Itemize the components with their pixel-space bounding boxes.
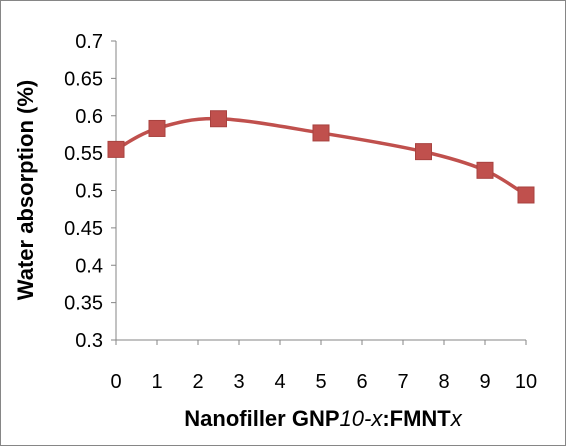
data-point: [148, 119, 166, 137]
y-tick-label: 0.7: [75, 31, 103, 53]
x-tick-labels: 0 1 2 3 4 5 6 7 8 9 10: [110, 371, 537, 393]
x-tick-label: 6: [356, 371, 367, 393]
axes: [111, 40, 527, 345]
x-tick-label: 10: [515, 371, 537, 393]
data-point: [415, 143, 432, 161]
y-tick-label: 0.3: [75, 330, 103, 352]
x-tick-label: 2: [192, 371, 203, 393]
data-point: [210, 110, 227, 128]
data-point: [107, 140, 125, 158]
x-tick-label: 5: [315, 371, 326, 393]
x-tick-label: 9: [479, 371, 490, 393]
y-tick-label: 0.4: [75, 255, 103, 277]
x-tick-label: 8: [438, 371, 449, 393]
data-point: [312, 124, 330, 142]
x-tick-label: 3: [233, 371, 244, 393]
x-tick-label: 1: [151, 371, 162, 393]
x-axis-title: Nanofiller GNP10-x:FMNTx: [184, 406, 462, 431]
data-point: [476, 161, 494, 179]
y-axis-title: Water absorption (%): [13, 80, 38, 300]
y-tick-label: 0.65: [64, 68, 103, 90]
y-tick-label: 0.55: [64, 143, 103, 165]
y-tick-label: 0.35: [64, 293, 103, 315]
x-tick-label: 0: [110, 371, 121, 393]
x-axis-title-part: 10-x: [340, 406, 384, 431]
y-tick-label: 0.5: [75, 181, 103, 203]
data-point: [517, 186, 535, 204]
x-axis-title-part: x: [450, 406, 463, 431]
x-axis-title-part: :FMNT: [382, 406, 451, 431]
y-tick-label: 0.45: [64, 218, 103, 240]
x-axis-title-part: Nanofiller GNP: [184, 406, 339, 431]
x-tick-label: 7: [397, 371, 408, 393]
y-tick-label: 0.6: [75, 106, 103, 128]
x-tick-label: 4: [274, 371, 285, 393]
series: [107, 110, 535, 204]
y-tick-labels: 0.3 0.35 0.4 0.45 0.5 0.55 0.6 0.65 0.7: [64, 31, 103, 352]
